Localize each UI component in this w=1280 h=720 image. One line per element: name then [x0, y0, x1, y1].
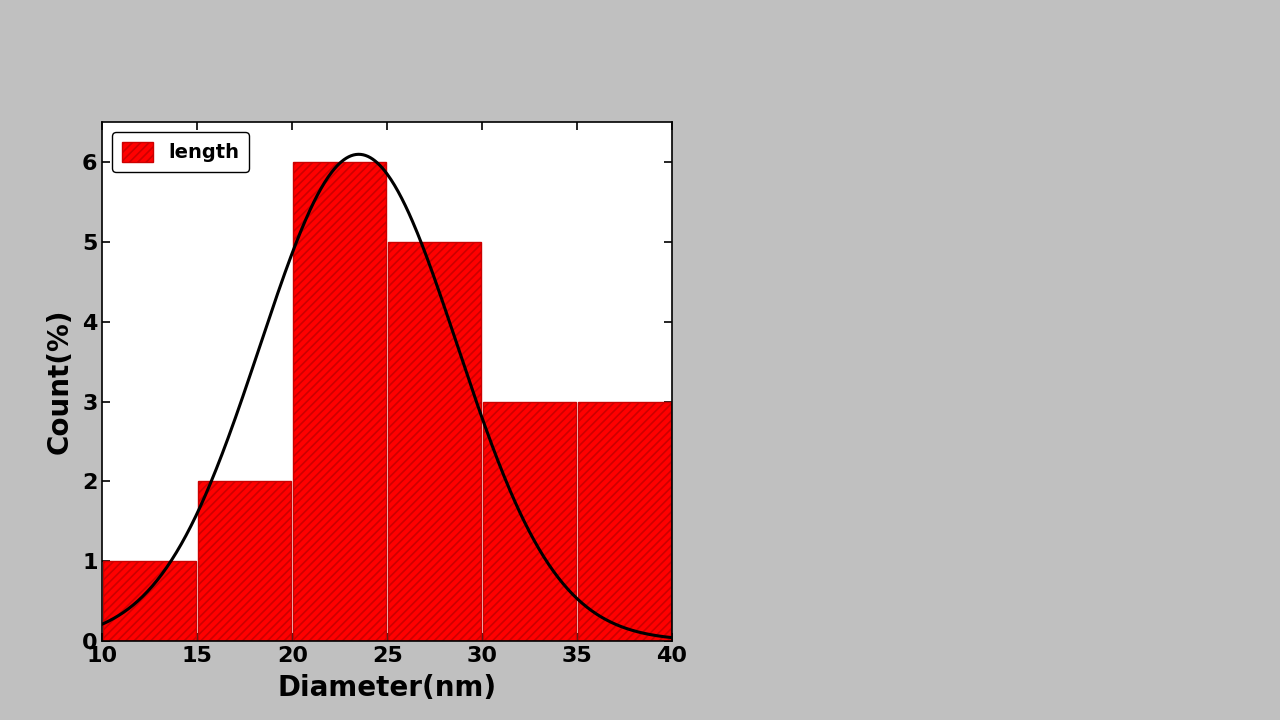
Bar	[388, 242, 481, 641]
Bar	[293, 162, 387, 641]
X-axis label: Diameter(nm): Diameter(nm)	[278, 674, 497, 702]
Legend: length: length	[113, 132, 250, 172]
Y-axis label: Count(%): Count(%)	[46, 309, 73, 454]
Bar	[579, 402, 671, 641]
Bar	[483, 402, 576, 641]
Bar	[198, 481, 292, 641]
Bar	[104, 561, 196, 641]
